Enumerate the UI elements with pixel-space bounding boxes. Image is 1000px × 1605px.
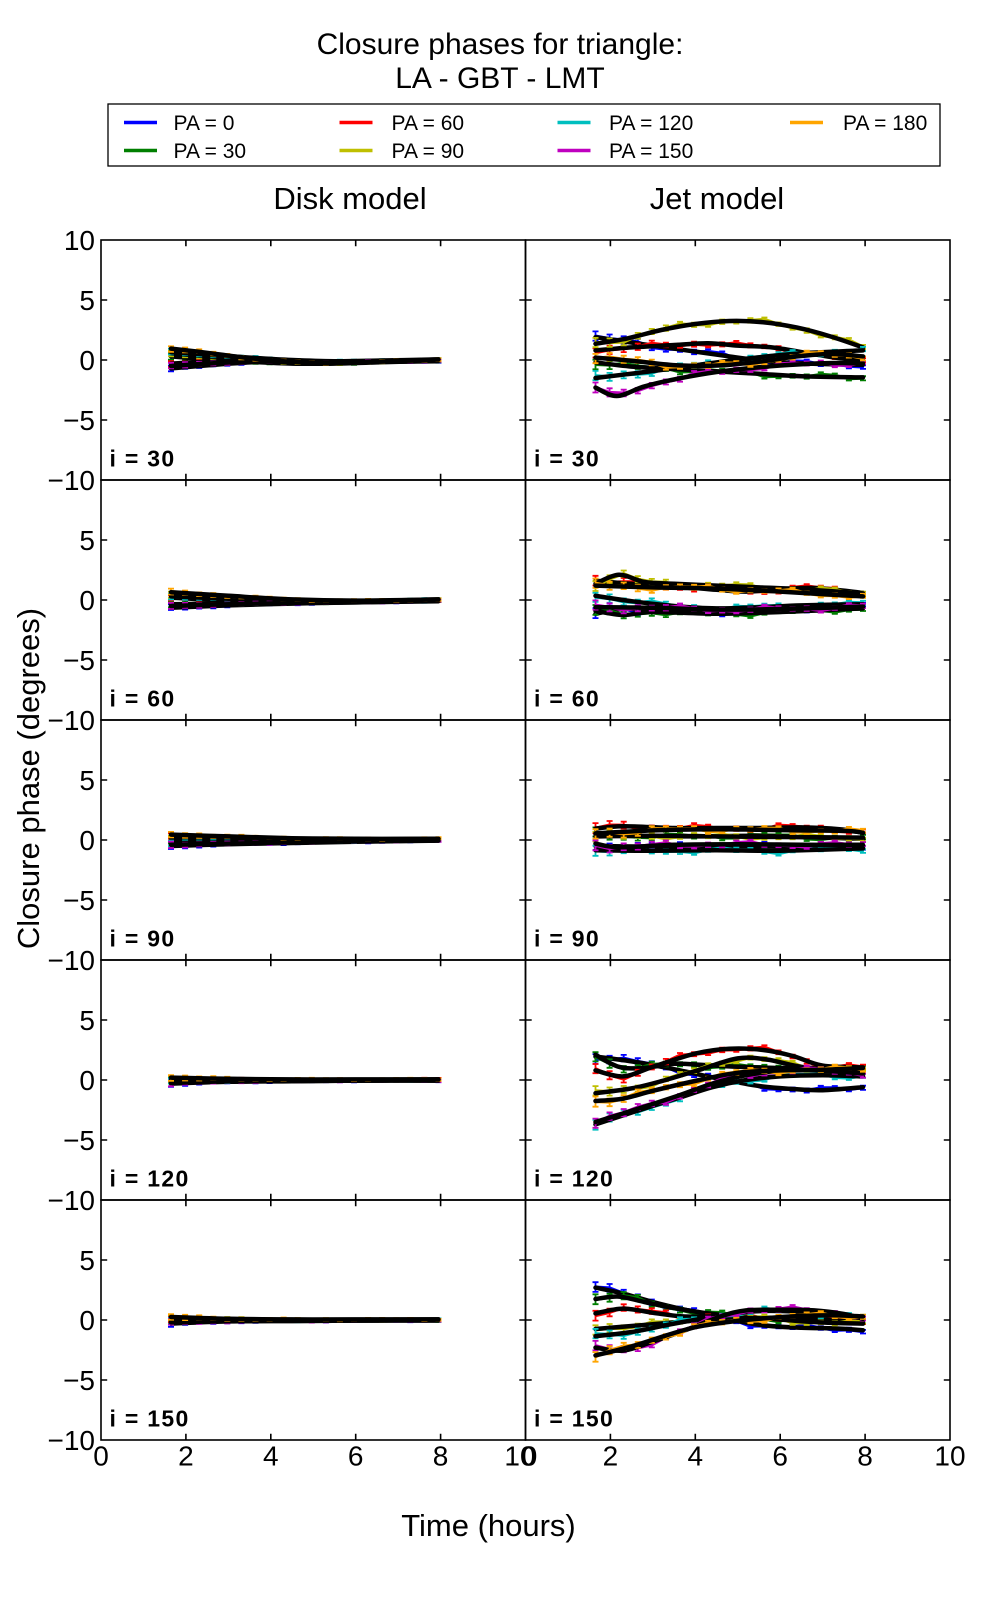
svg-text:PA = 60: PA = 60 xyxy=(392,112,465,135)
svg-text:i = 150: i = 150 xyxy=(534,1406,614,1432)
svg-text:−5: −5 xyxy=(63,885,95,916)
svg-text:Closure phase (degrees): Closure phase (degrees) xyxy=(11,608,46,949)
svg-text:5: 5 xyxy=(79,1245,95,1276)
svg-text:8: 8 xyxy=(433,1441,449,1472)
svg-text:5: 5 xyxy=(79,1005,95,1036)
svg-text:0: 0 xyxy=(79,825,95,856)
svg-text:i = 120: i = 120 xyxy=(110,1166,190,1192)
svg-text:−10: −10 xyxy=(48,945,96,976)
svg-text:−10: −10 xyxy=(48,1185,96,1216)
svg-text:Disk model: Disk model xyxy=(273,181,426,216)
svg-text:−10: −10 xyxy=(48,705,96,736)
svg-text:i = 150: i = 150 xyxy=(110,1406,190,1432)
svg-text:0: 0 xyxy=(79,585,95,616)
svg-text:i = 30: i = 30 xyxy=(110,446,176,472)
svg-text:2: 2 xyxy=(603,1441,619,1472)
svg-text:0: 0 xyxy=(79,1305,95,1336)
svg-text:4: 4 xyxy=(688,1441,704,1472)
svg-text:10: 10 xyxy=(934,1441,965,1472)
svg-text:Closure phases for triangle:: Closure phases for triangle: xyxy=(317,28,684,61)
svg-text:6: 6 xyxy=(772,1441,788,1472)
svg-text:5: 5 xyxy=(79,525,95,556)
svg-text:i = 60: i = 60 xyxy=(534,686,600,712)
svg-text:10: 10 xyxy=(504,1441,535,1472)
svg-text:−5: −5 xyxy=(63,405,95,436)
svg-text:i = 30: i = 30 xyxy=(534,446,600,472)
svg-text:PA = 0: PA = 0 xyxy=(174,112,235,135)
svg-text:0: 0 xyxy=(93,1441,109,1472)
svg-text:10: 10 xyxy=(64,225,95,256)
svg-text:0: 0 xyxy=(522,1441,538,1472)
svg-text:0: 0 xyxy=(79,1065,95,1096)
svg-text:PA = 180: PA = 180 xyxy=(843,112,927,135)
svg-text:i = 90: i = 90 xyxy=(534,926,600,952)
svg-text:−5: −5 xyxy=(63,645,95,676)
svg-text:−5: −5 xyxy=(63,1125,95,1156)
svg-text:i = 90: i = 90 xyxy=(110,926,176,952)
svg-text:i = 60: i = 60 xyxy=(110,686,176,712)
svg-text:LA - GBT - LMT: LA - GBT - LMT xyxy=(395,62,605,95)
svg-text:i = 120: i = 120 xyxy=(534,1166,614,1192)
svg-text:4: 4 xyxy=(263,1441,279,1472)
svg-text:2: 2 xyxy=(178,1441,194,1472)
svg-text:−10: −10 xyxy=(48,465,96,496)
svg-text:−10: −10 xyxy=(48,1425,96,1456)
svg-text:−5: −5 xyxy=(63,1365,95,1396)
svg-text:Time (hours): Time (hours) xyxy=(401,1508,576,1543)
svg-text:PA = 30: PA = 30 xyxy=(174,140,247,163)
svg-text:6: 6 xyxy=(348,1441,364,1472)
svg-text:5: 5 xyxy=(79,285,95,316)
svg-text:5: 5 xyxy=(79,765,95,796)
svg-text:PA = 90: PA = 90 xyxy=(392,140,465,163)
svg-text:0: 0 xyxy=(79,345,95,376)
svg-text:Jet model: Jet model xyxy=(650,181,784,216)
svg-text:PA = 120: PA = 120 xyxy=(609,112,693,135)
svg-text:PA = 150: PA = 150 xyxy=(609,140,693,163)
svg-text:8: 8 xyxy=(857,1441,873,1472)
